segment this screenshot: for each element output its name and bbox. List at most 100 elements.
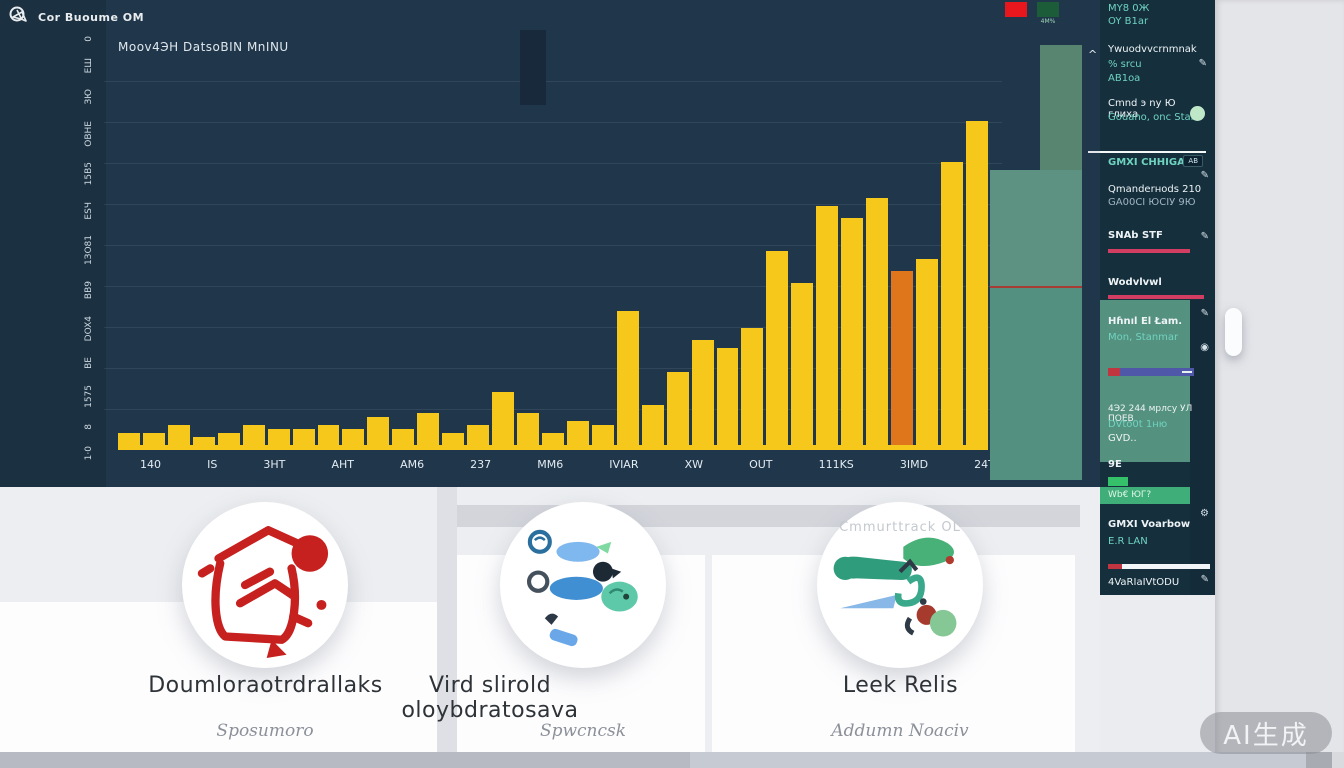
- x-tick-label: IS: [207, 458, 218, 471]
- pencil-icon[interactable]: ✎: [1200, 308, 1209, 319]
- bar[interactable]: [866, 197, 889, 445]
- pencil-icon[interactable]: ✎: [1200, 170, 1209, 181]
- y-tick-label: 8: [84, 423, 94, 430]
- progress-bar[interactable]: [1108, 368, 1194, 376]
- card3-circle[interactable]: Cmmurttrack OL: [817, 502, 983, 668]
- bar[interactable]: [442, 432, 465, 445]
- ai-watermark: AI生成: [1200, 712, 1332, 754]
- bar[interactable]: [242, 424, 265, 445]
- chart-panel: Cor Buoume OM 4M% Moov4ЭH DatsoBIN MnINU…: [0, 0, 1100, 487]
- sidebar-green-block: [1100, 300, 1190, 462]
- bar[interactable]: [965, 121, 988, 445]
- sidebar-group1-title[interactable]: Ywuodvvcrnmnak: [1108, 44, 1197, 55]
- pencil-icon[interactable]: ✎: [1200, 574, 1209, 585]
- sidebar-divider: [1100, 151, 1206, 153]
- y-tick-label: ВВ9: [84, 281, 94, 300]
- sidebar-group2-item1[interactable]: Gouano, onc Stant: [1108, 112, 1201, 123]
- card3-title: Leek Relis: [842, 673, 959, 698]
- sidebar-section1-line1[interactable]: Qmanderнods 210: [1108, 184, 1202, 195]
- bar[interactable]: [591, 424, 614, 445]
- sidebar-green2-subtitle[interactable]: DVto0t 1ню: [1108, 419, 1168, 430]
- bar[interactable]: [417, 412, 440, 445]
- sidebar-section1-line2[interactable]: GA00CI ЮCIУ 9Ю: [1108, 197, 1196, 208]
- sidebar-green3-title[interactable]: 9E: [1108, 459, 1122, 470]
- app-topbar: Cor Buoume OM: [8, 4, 144, 30]
- green-chip: [1108, 477, 1128, 486]
- red-underline: [1108, 295, 1204, 299]
- x-tick-label: 24T: [974, 458, 995, 471]
- bar[interactable]: [916, 258, 938, 445]
- bar[interactable]: [118, 432, 140, 445]
- bar[interactable]: [367, 416, 390, 445]
- sidebar-section4-subtitle[interactable]: E.R LAN: [1108, 536, 1148, 547]
- app-logo-icon[interactable]: [8, 5, 30, 29]
- bar[interactable]: [192, 436, 215, 445]
- gridline: [104, 204, 1002, 205]
- sidebar-group1-item1[interactable]: % srcu: [1108, 59, 1142, 70]
- bar[interactable]: [766, 250, 789, 445]
- bar[interactable]: [317, 424, 340, 445]
- bar[interactable]: [691, 339, 714, 445]
- legend-swatch-green[interactable]: [1037, 2, 1059, 17]
- record-dot-icon[interactable]: ◉: [1200, 342, 1209, 353]
- bar[interactable]: [292, 428, 315, 445]
- y-tick-label: ОВНЕ: [84, 120, 94, 147]
- bar[interactable]: [716, 347, 739, 445]
- sidebar-green2-line3[interactable]: GVD..: [1108, 433, 1137, 444]
- pencil-icon[interactable]: ✎: [1200, 231, 1209, 242]
- bar[interactable]: [517, 412, 539, 445]
- sidebar-section3-title[interactable]: Wodvlvwl: [1108, 277, 1162, 288]
- bar[interactable]: [741, 327, 764, 445]
- bar[interactable]: [142, 432, 165, 445]
- y-tick-label: 1575: [84, 384, 94, 408]
- y-tick-label: DOX4: [84, 315, 94, 341]
- sidebar-group2-title[interactable]: Cmnd э ny Ю глиха: [1108, 98, 1176, 120]
- legend-caption: 4M%: [1040, 18, 1056, 25]
- bar[interactable]: [940, 161, 963, 445]
- bar[interactable]: [541, 432, 564, 445]
- bar[interactable]: [492, 392, 514, 445]
- progress-line[interactable]: [1108, 564, 1210, 569]
- bar[interactable]: [467, 424, 490, 445]
- bar[interactable]: [167, 424, 190, 445]
- bar[interactable]: [342, 428, 365, 445]
- sidebar-section1-title[interactable]: GMXI CHHIGAN: [1108, 157, 1194, 168]
- sidebar-account-line2[interactable]: OY B1ar: [1108, 16, 1149, 27]
- bar[interactable]: [791, 283, 814, 445]
- sidebar-green1-title[interactable]: Hɦnıl El Łam.: [1108, 316, 1183, 327]
- sidebar-group1-item2[interactable]: AB1oa: [1108, 73, 1141, 84]
- sidebar-section5-title[interactable]: 4VaRIaIVtODU: [1108, 577, 1180, 588]
- caret-cursor-icon: ^: [1088, 48, 1098, 61]
- gridline: [104, 122, 1002, 123]
- scrollbar-thumb[interactable]: [1225, 308, 1242, 356]
- bar[interactable]: [641, 404, 664, 445]
- bar[interactable]: [392, 428, 415, 445]
- bar[interactable]: [267, 428, 290, 445]
- bar[interactable]: [666, 372, 689, 445]
- pencil-icon[interactable]: ✎: [1198, 58, 1207, 69]
- section1-badge: AB: [1183, 155, 1203, 167]
- sidebar-green1-subtitle[interactable]: Mon, Stanmar: [1108, 332, 1179, 343]
- bar[interactable]: [616, 311, 639, 445]
- bar[interactable]: [566, 420, 589, 445]
- threshold-red-line: [990, 286, 1082, 288]
- bar[interactable]: [217, 432, 240, 445]
- card3-subtitle: Addumn Noaciv: [831, 721, 969, 741]
- gear-icon[interactable]: ⚙: [1200, 508, 1209, 519]
- card1-circle[interactable]: [182, 502, 348, 668]
- sidebar-section4-title[interactable]: GMXI Voarbow: [1108, 519, 1191, 530]
- card2-circle[interactable]: [500, 502, 666, 668]
- x-tick-label: IVIAR: [609, 458, 639, 471]
- sidebar-account-line1[interactable]: MY8 0Ж: [1108, 3, 1150, 14]
- status-dot-icon: [1190, 106, 1205, 121]
- sidebar-highlight-row[interactable]: Wb€ ЮГ?: [1100, 487, 1190, 504]
- green-overlay-main: [990, 170, 1082, 287]
- sidebar-section2-title[interactable]: SNAb STF: [1108, 230, 1163, 241]
- legend-swatch-red[interactable]: [1005, 2, 1027, 17]
- gridline: [104, 81, 1002, 82]
- bar[interactable]: [841, 218, 864, 445]
- sidebar-green2-title[interactable]: 4Э2 244 мрлсу УЛ ПОEB: [1108, 404, 1193, 424]
- bar[interactable]: [816, 206, 839, 445]
- bar[interactable]: [891, 270, 913, 445]
- y-tick-label: 15В5: [84, 162, 94, 186]
